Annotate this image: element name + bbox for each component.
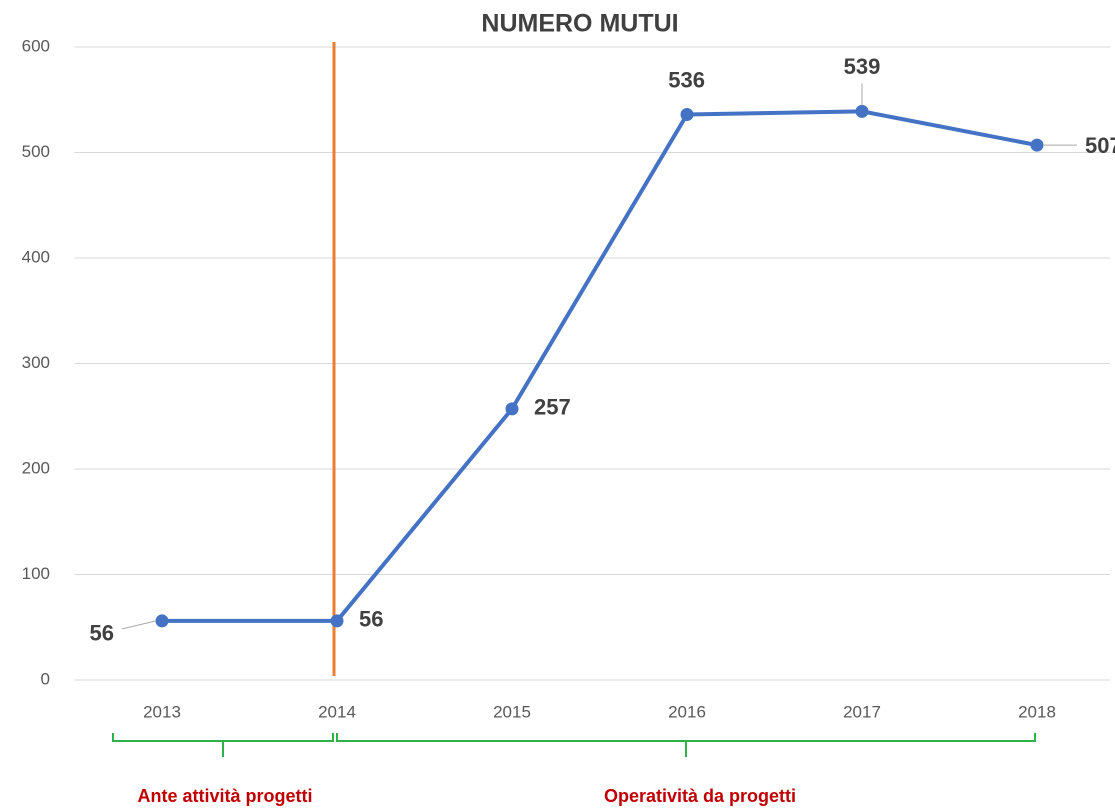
point xyxy=(330,614,344,628)
y-tick-label: 300 xyxy=(22,353,50,372)
bracket xyxy=(112,733,334,757)
y-tick-label: 100 xyxy=(22,564,50,583)
y-tick-label: 200 xyxy=(22,458,50,477)
x-tick-label: 2013 xyxy=(143,702,181,721)
y-tick-label: 500 xyxy=(22,142,50,161)
point xyxy=(505,402,519,416)
data-label: 539 xyxy=(844,54,881,79)
bracket xyxy=(336,733,1036,757)
x-tick-label: 2017 xyxy=(843,702,881,721)
y-tick-label: 400 xyxy=(22,247,50,266)
x-tick-label: 2018 xyxy=(1018,702,1056,721)
chart-title: NUMERO MUTUI xyxy=(481,10,678,38)
annotation: Operatività da progetti xyxy=(604,786,796,806)
x-tick-label: 2015 xyxy=(493,702,531,721)
x-tick-label: 2016 xyxy=(668,702,706,721)
x-tick-label: 2014 xyxy=(318,702,356,721)
annotation: Ante attività progetti xyxy=(137,786,312,806)
leader-line xyxy=(121,620,157,630)
data-label: 536 xyxy=(668,67,705,92)
data-label: 56 xyxy=(90,621,114,646)
data-label: 257 xyxy=(534,395,571,420)
y-tick-label: 600 xyxy=(22,36,50,55)
line xyxy=(162,109,1038,623)
y-tick-label: 0 xyxy=(41,669,50,688)
point xyxy=(680,108,694,122)
data-label: 56 xyxy=(359,607,383,632)
point xyxy=(1030,138,1044,152)
point xyxy=(155,614,169,628)
point xyxy=(855,104,869,118)
data-label: 507 xyxy=(1085,133,1115,158)
